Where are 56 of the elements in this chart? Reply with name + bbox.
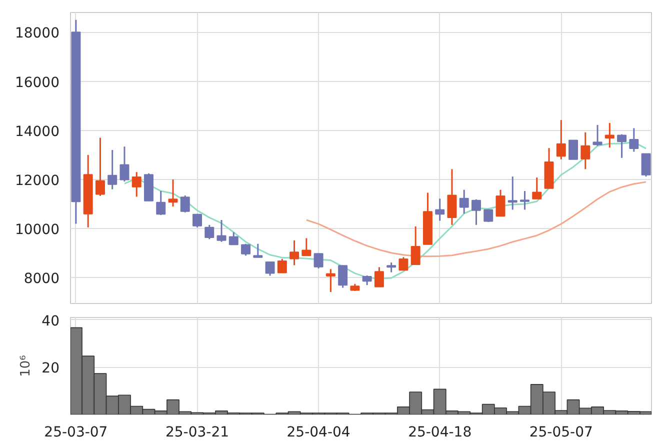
candlestick <box>241 243 251 256</box>
candlestick <box>374 266 384 288</box>
candlestick <box>156 190 166 216</box>
y-tick-label: 18000 <box>14 26 60 42</box>
candlestick <box>253 243 263 258</box>
candlestick <box>168 178 178 208</box>
x-tick-label: 25-05-07 <box>529 424 593 440</box>
candlestick <box>108 149 118 190</box>
x-tick-label: 25-03-07 <box>44 424 108 440</box>
candlestick <box>265 260 275 276</box>
y-tick-label: 14000 <box>14 124 60 140</box>
candlestick <box>617 134 627 159</box>
candlestick <box>180 194 190 214</box>
y-tick-label: 20 <box>42 360 60 377</box>
candlestick <box>410 226 420 266</box>
candlestick <box>435 198 445 222</box>
y-tick-label: 8000 <box>24 271 60 288</box>
y-tick-label: 40 <box>42 313 60 330</box>
candlestick <box>302 237 312 256</box>
candlestick <box>120 146 130 182</box>
candlestick <box>496 189 506 217</box>
candlestick <box>508 176 518 210</box>
candlestick <box>326 268 336 293</box>
candlestick <box>484 208 494 223</box>
candlestick <box>290 240 300 266</box>
candlestick <box>641 152 651 178</box>
candlestick <box>580 132 590 170</box>
candlestick <box>471 198 481 226</box>
candlestick <box>447 168 457 226</box>
x-tick-label: 25-04-18 <box>408 424 472 440</box>
candlestick <box>362 274 372 286</box>
candlestick <box>228 232 238 246</box>
y-tick-label: 16000 <box>14 74 60 91</box>
candlestick <box>520 190 530 210</box>
candlestick <box>277 258 287 274</box>
candlestick <box>204 224 214 240</box>
candlestick <box>192 213 202 228</box>
candlestick <box>604 122 614 148</box>
candlestick <box>556 119 566 160</box>
candlestick <box>314 252 324 270</box>
y-tick-label: 12000 <box>14 172 60 189</box>
candlestick <box>459 189 469 214</box>
y-axis-title: 10⁶ <box>18 355 34 377</box>
candlestick <box>338 264 348 289</box>
candlestick <box>386 262 396 274</box>
candlestick <box>532 176 542 200</box>
candlestick <box>568 140 578 160</box>
candlestick <box>216 219 226 243</box>
candlestick <box>132 171 142 198</box>
x-tick-label: 25-04-04 <box>286 424 350 440</box>
candlestick <box>95 136 105 197</box>
candlestick <box>592 124 602 147</box>
y-tick-label: 10000 <box>14 222 60 238</box>
candlestick <box>398 256 408 271</box>
x-tick-label: 25-03-21 <box>165 424 230 440</box>
candlestick <box>629 127 639 152</box>
